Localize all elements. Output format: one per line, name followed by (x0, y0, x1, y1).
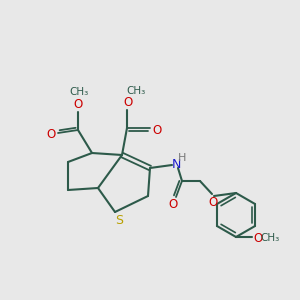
Text: O: O (123, 95, 133, 109)
Text: CH₃: CH₃ (69, 87, 88, 97)
Text: H: H (178, 153, 186, 163)
Text: S: S (115, 214, 123, 227)
Text: O: O (208, 196, 217, 208)
Text: O: O (254, 232, 262, 244)
Text: CH₃: CH₃ (260, 233, 280, 243)
Text: O: O (74, 98, 82, 110)
Text: O: O (168, 199, 178, 212)
Text: CH₃: CH₃ (126, 86, 146, 96)
Text: N: N (171, 158, 181, 170)
Text: O: O (46, 128, 56, 140)
Text: O: O (152, 124, 162, 136)
